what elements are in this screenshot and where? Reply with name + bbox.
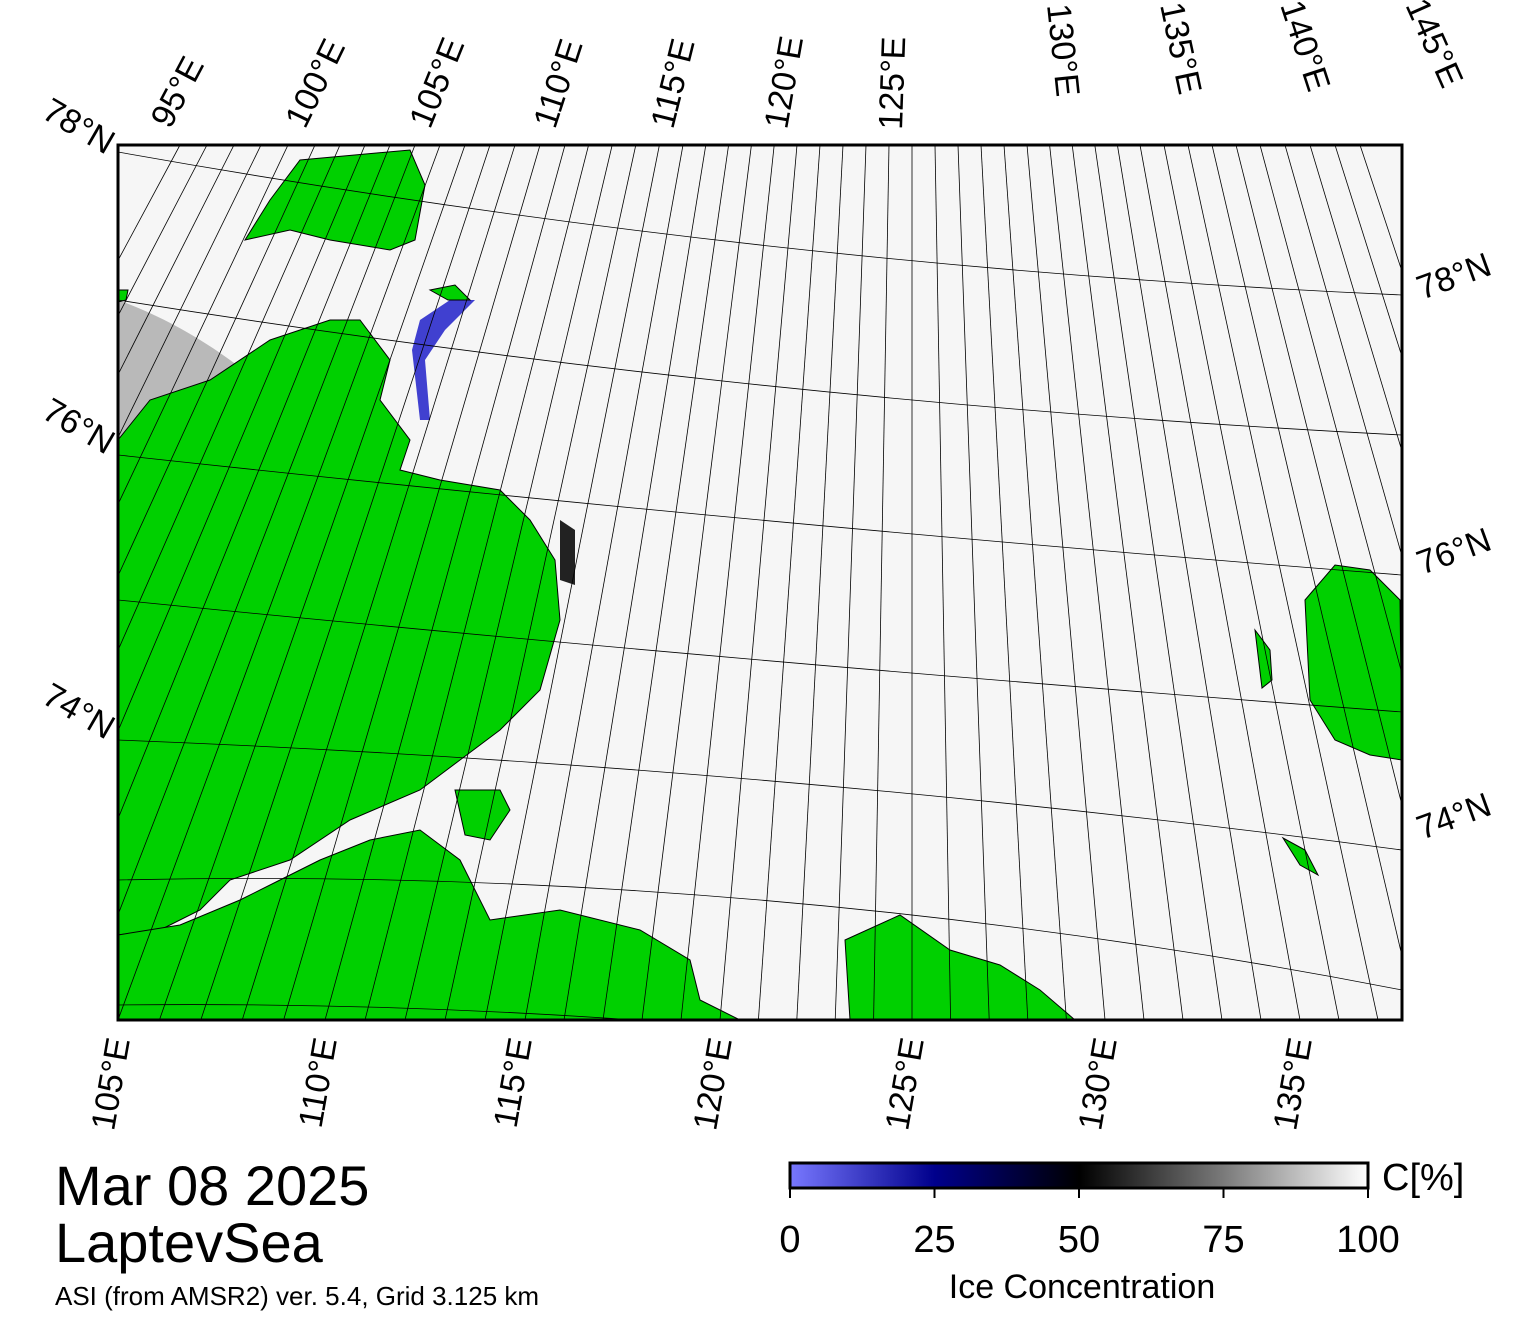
meridian [118, 145, 235, 376]
meridian [1309, 145, 1402, 453]
parallel [118, 151, 1402, 296]
colorbar-tick-label: 75 [1202, 1219, 1244, 1261]
meridian [1235, 145, 1402, 807]
meridian [118, 145, 441, 1020]
colorbar-tick-label: 25 [913, 1219, 955, 1261]
meridian [524, 145, 684, 1020]
meridian [241, 145, 516, 1020]
meridian [283, 145, 541, 1020]
graticule-label: 130°E [1071, 1035, 1125, 1133]
meridian [118, 145, 262, 439]
graticule-label: 140°E [1272, 0, 1337, 96]
meridian [1284, 145, 1402, 558]
graticule-label: 105°E [84, 1035, 138, 1133]
meridian [641, 145, 752, 1020]
meridian [364, 145, 589, 1020]
meridian [563, 145, 707, 1020]
meridian [118, 145, 391, 820]
low-ice [412, 300, 475, 420]
graticule-label: 130°E [1039, 2, 1087, 98]
meridian [1163, 145, 1340, 1020]
meridian [1139, 145, 1301, 1020]
meridian [1049, 145, 1145, 1020]
graticule-label: 74°N [1412, 786, 1496, 848]
meridian [118, 145, 289, 506]
graticule-label: 125°E [878, 1035, 932, 1133]
graticule-label: 115°E [644, 35, 703, 132]
meridian [118, 145, 316, 577]
graticule-label: 78°N [36, 91, 121, 162]
graticule-label: 135°E [1152, 0, 1209, 98]
colorbar: C[%] Ice Concentration 0 25 50 75 100 [779, 1157, 1464, 1306]
low-ice [560, 520, 575, 585]
date: Mar 08 2025 [55, 1154, 369, 1217]
parallel [118, 877, 1402, 991]
graticule-label: 135°E [1266, 1035, 1320, 1133]
meridian [118, 145, 416, 916]
meridian [1211, 145, 1402, 958]
meridian [1117, 145, 1262, 1020]
meridian [834, 145, 867, 1020]
map-area [118, 145, 1402, 1020]
meridian [159, 145, 466, 1020]
meridian [1003, 145, 1067, 1020]
colorbar-title: Ice Concentration [949, 1268, 1216, 1306]
colorbar-tick-label: 50 [1058, 1219, 1100, 1261]
parallel [118, 454, 1402, 576]
graticule [118, 145, 1402, 1020]
graticule-label: 95°E [144, 50, 212, 133]
colorbar-tick-label: 0 [779, 1219, 800, 1261]
meridian [719, 145, 798, 1020]
graticule-label: 105°E [402, 33, 472, 133]
meridian [980, 145, 1029, 1020]
meridian [758, 145, 821, 1020]
meridian [957, 145, 990, 1020]
meridian [1187, 145, 1379, 1020]
meridian [118, 145, 208, 317]
graticule-label: 120°E [757, 33, 811, 131]
land [118, 149, 1402, 1020]
graticule-label: 74°N [36, 676, 121, 747]
meridian [324, 145, 566, 1020]
graticule-label: 76°N [36, 391, 121, 462]
graticule-label: 145°E [1398, 0, 1471, 93]
graticule-label: 115°E [487, 1035, 540, 1131]
parallel [118, 599, 1402, 713]
meridian [1026, 145, 1106, 1020]
colorbar-scale [788, 1161, 1370, 1190]
graticule-label: 100°E [278, 33, 353, 133]
graticule-label: 110°E [526, 35, 590, 133]
meridian [796, 145, 844, 1020]
graticule-label: 125°E [872, 36, 913, 130]
graticule-label: 78°N [1412, 246, 1496, 308]
parallel [118, 299, 1402, 436]
graticule-label: 76°N [1412, 521, 1496, 583]
meridian [873, 145, 890, 1020]
meridian [602, 145, 729, 1020]
map-frame [116, 143, 1404, 1022]
graticule-label: 110°E [292, 1035, 345, 1131]
parallel [118, 739, 1402, 851]
parallel [118, 1004, 640, 1020]
meridian [484, 145, 660, 1020]
meridian [1094, 145, 1223, 1020]
graticule-label: 120°E [686, 1035, 740, 1133]
meridian [444, 145, 637, 1020]
meridian [1071, 145, 1184, 1020]
meridian [118, 145, 341, 652]
meridian [404, 145, 613, 1020]
meridian [1334, 145, 1402, 358]
meridian [1259, 145, 1402, 676]
source: ASI (from AMSR2) ver. 5.4, Grid 3.125 km [55, 1281, 539, 1311]
meridian [934, 145, 951, 1020]
meridian [680, 145, 775, 1020]
meridian [200, 145, 491, 1020]
meridian [118, 145, 366, 733]
colorbar-unit: C[%] [1382, 1157, 1464, 1199]
colorbar-tick-label: 100 [1336, 1219, 1399, 1261]
region: LaptevSea [55, 1211, 324, 1274]
